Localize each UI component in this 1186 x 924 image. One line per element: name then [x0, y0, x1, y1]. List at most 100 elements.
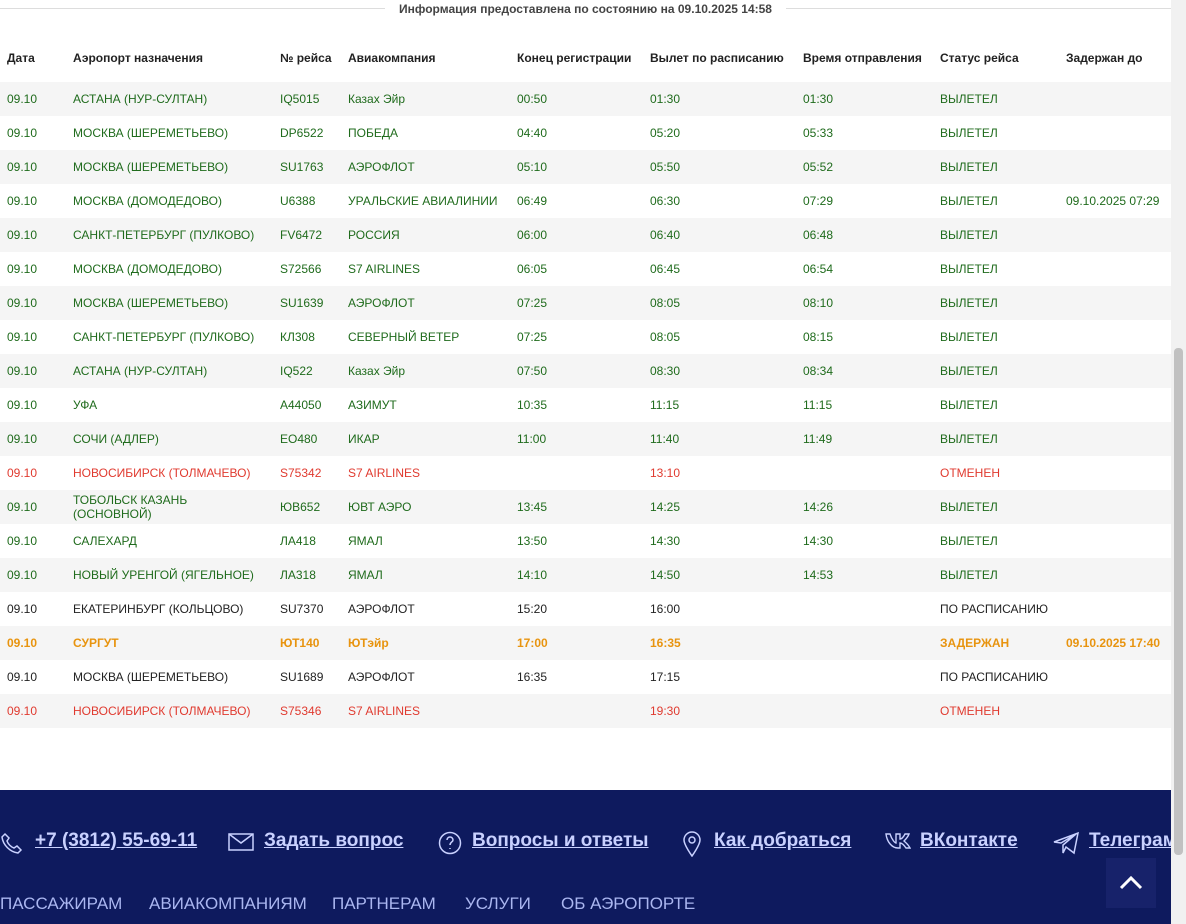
cell: ЯМАЛ [341, 558, 510, 592]
cell-text: АСТАНА (НУР-СУЛТАН) [73, 92, 208, 106]
cell-text: 11:15 [803, 398, 833, 412]
cell-text: S7 AIRLINES [348, 466, 421, 480]
mail-icon [228, 833, 254, 851]
menu-link[interactable]: ПАССАЖИРАМ [0, 894, 123, 913]
cell: 05:10 [510, 150, 643, 184]
cell-text: 08:05 [650, 330, 681, 344]
cell [796, 456, 933, 490]
cell-text: 09.10 [7, 670, 38, 684]
contact-link[interactable]: +7 (3812) 55-69-11 [35, 830, 198, 851]
cell: U6388 [273, 184, 341, 218]
scroll-thumb[interactable] [1174, 348, 1183, 855]
cell-text: 07:25 [517, 296, 548, 310]
cell-text: SU1689 [280, 670, 324, 684]
cell: ВЫЛЕТЕЛ [933, 218, 1059, 252]
scrollbar[interactable] [1171, 0, 1186, 924]
flight-row: 09.10 ЕКАТЕРИНБУРГ (КОЛЬЦОВО) SU7370 АЭРОФЛ… [0, 592, 1171, 626]
menu-link[interactable]: ПАРТНЕРАМ [332, 894, 436, 913]
cell: ВЫЛЕТЕЛ [933, 490, 1059, 524]
cell-text: SU7370 [280, 602, 324, 616]
cell: Казах Эйр [341, 354, 510, 388]
cell-text: 11:00 [517, 432, 547, 446]
contact-link[interactable]: Как добраться [714, 830, 852, 851]
cell-text: САЛЕХАРД [73, 534, 137, 548]
cell-text: 08:15 [803, 330, 834, 344]
cell-text: 09.10 [7, 568, 38, 582]
cell-text: 06:48 [803, 228, 834, 242]
cell-text: SU1639 [280, 296, 324, 310]
menu-link[interactable]: АВИАКОМПАНИЯМ [149, 894, 307, 913]
contact-link[interactable]: Телеграм [1089, 830, 1171, 851]
cell-text: УРАЛЬСКИЕ АВИАЛИНИИ [348, 194, 498, 208]
cell: 16:35 [510, 660, 643, 694]
flight-row: 09.10 УФА А44050 АЗИМУТ 10:35 11:15 11:15 ВЫЛЕТ… [0, 388, 1171, 422]
cell: ИКАР [341, 422, 510, 456]
cell: ВЫЛЕТЕЛ [933, 252, 1059, 286]
cell-text: 05:20 [650, 126, 681, 140]
contact-link[interactable]: Вопросы и ответы [472, 830, 649, 851]
cell-text: 14:30 [803, 534, 834, 548]
cell: 09.10 [0, 320, 66, 354]
cell: 09.10 [0, 286, 66, 320]
cell [796, 626, 933, 660]
cell-text: 09.10 [7, 296, 38, 310]
cell: 14:30 [643, 524, 796, 558]
cell-text: АЭРОФЛОТ [348, 296, 415, 310]
flight-row: 09.10 МОСКВА (ШЕРЕМЕТЬЕВО) SU1763 АЭРОФЛОТ 0… [0, 150, 1171, 184]
cell: ВЫЛЕТЕЛ [933, 320, 1059, 354]
cell-text: 09.10 [7, 466, 38, 480]
column-header: Статус рейса [940, 51, 1019, 65]
cell-text: 09.10 [7, 704, 38, 718]
flight-row: 09.10 МОСКВА (ШЕРЕМЕТЬЕВО) SU1689 АЭРОФЛОТ 1… [0, 660, 1171, 694]
cell: 16:00 [643, 592, 796, 626]
cell: ПОБЕДА [341, 116, 510, 150]
cell [510, 694, 643, 728]
cell: САНКТ-ПЕТЕРБУРГ (ПУЛКОВО) [66, 218, 273, 252]
cell: А44050 [273, 388, 341, 422]
contact-link[interactable]: ВКонтакте [920, 830, 1018, 851]
cell-text: 04:40 [517, 126, 548, 140]
cell-text: 14:50 [650, 568, 681, 582]
cell-text: АЗИМУТ [348, 398, 397, 412]
cell: 06:45 [643, 252, 796, 286]
cell-text: ВЫЛЕТЕЛ [940, 534, 998, 548]
cell: 07:25 [510, 320, 643, 354]
cell-text: Казах Эйр [348, 364, 406, 378]
cell-text: FV6472 [280, 228, 323, 242]
cell-text: ЯМАЛ [348, 568, 383, 582]
cell: МОСКВА (ШЕРЕМЕТЬЕВО) [66, 286, 273, 320]
cell-text: А44050 [280, 398, 322, 412]
cell-text: S7 AIRLINES [348, 262, 421, 276]
cell: 13:10 [643, 456, 796, 490]
cell: 08:10 [796, 286, 933, 320]
cell: РОССИЯ [341, 218, 510, 252]
cell-text: 07:29 [803, 194, 834, 208]
cell: 07:29 [796, 184, 933, 218]
chevron-icon [1119, 875, 1143, 890]
cell-text: НОВОСИБИРСК (ТОЛМАЧЕВО) [73, 466, 251, 480]
cell-text: ЗАДЕРЖАН [940, 636, 1010, 650]
cell-text: 09.10 [7, 432, 38, 446]
cell-text: МОСКВА (ШЕРЕМЕТЬЕВО) [73, 160, 229, 174]
cell: МОСКВА (ДОМОДЕДОВО) [66, 184, 273, 218]
column-header: Конец регистрации [517, 51, 632, 65]
back-to-top[interactable] [1106, 858, 1156, 908]
cell-text: 06:49 [517, 194, 548, 208]
cell-text: МОСКВА (ШЕРЕМЕТЬЕВО) [73, 126, 229, 140]
cell: ЛА418 [273, 524, 341, 558]
contact-link[interactable]: Задать вопрос [264, 830, 404, 851]
cell-text: ТОБОЛЬСК КАЗАНЬ (ОСНОВНОЙ) [73, 493, 188, 521]
cell: ВЫЛЕТЕЛ [933, 354, 1059, 388]
cell-text: ЯМАЛ [348, 534, 383, 548]
menu-link[interactable]: ОБ АЭРОПОРТЕ [561, 894, 696, 913]
cell [1059, 592, 1171, 626]
menu-link[interactable]: УСЛУГИ [465, 894, 531, 913]
cell [1059, 116, 1171, 150]
cell-text: 16:35 [650, 636, 681, 650]
cell [1059, 82, 1171, 116]
cell: 14:25 [643, 490, 796, 524]
location-icon [683, 831, 701, 857]
cell-text: 09.10 [7, 92, 38, 106]
cell: 09.10 [0, 422, 66, 456]
cell [1059, 490, 1171, 524]
